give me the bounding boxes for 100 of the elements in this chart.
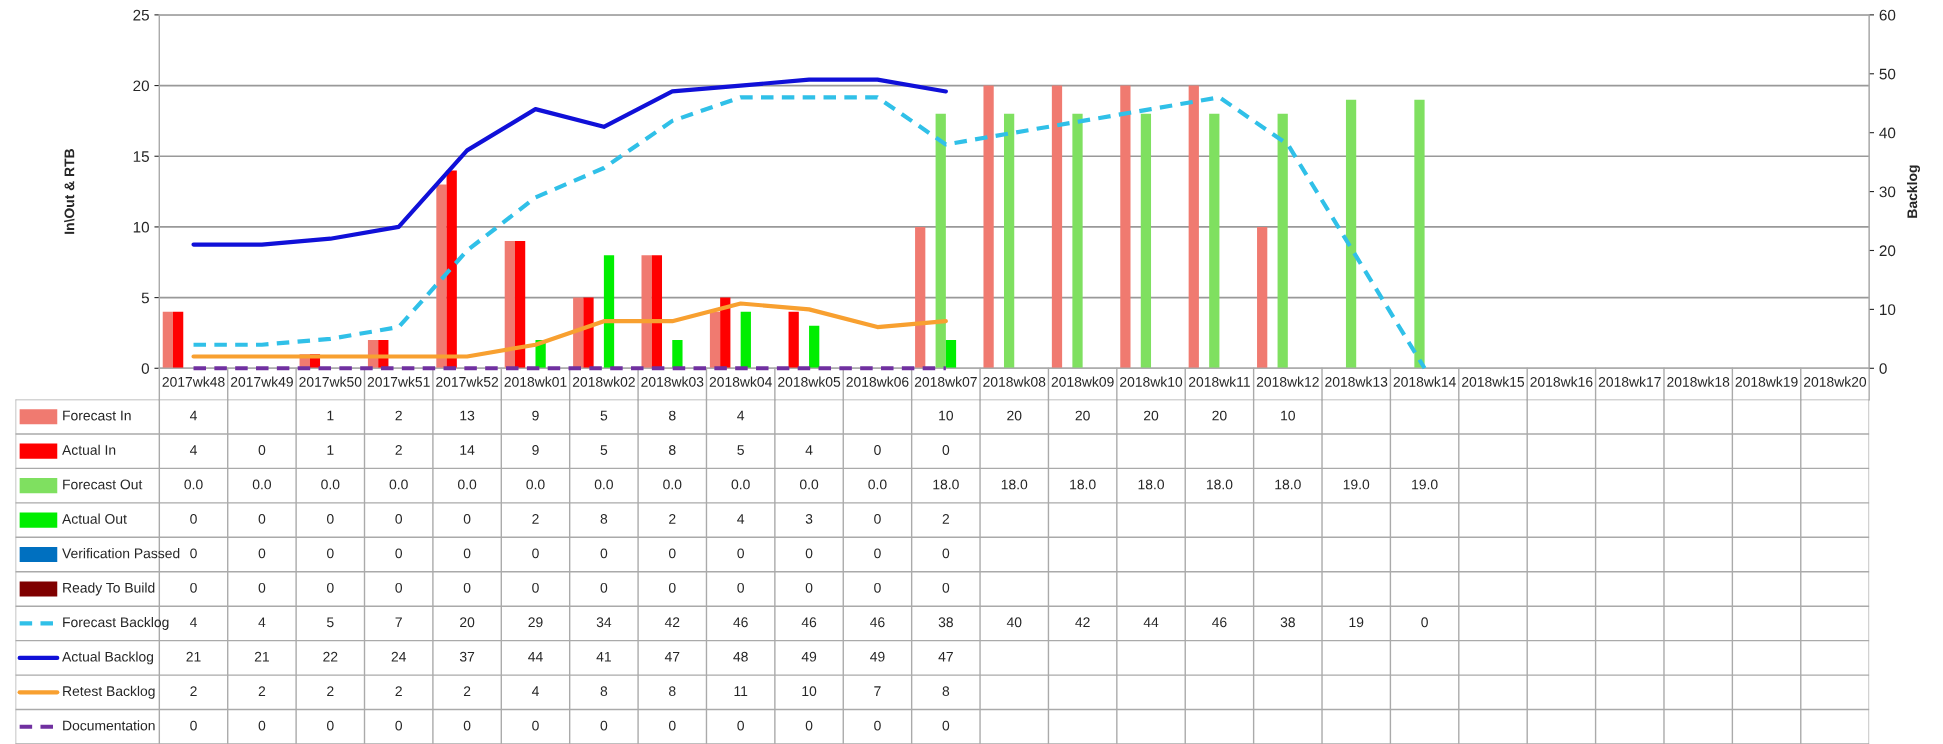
data-label: 0 [190,513,197,524]
x-tick-label: 2018wk12 [1256,376,1319,387]
data-label: 0 [463,582,471,593]
data-label: 0 [668,582,676,593]
bar [935,113,946,369]
data-label: 0 [1421,617,1428,628]
data-label: 34 [596,617,612,628]
data-label: 0.0 [457,479,477,490]
bar [162,311,173,369]
data-label: 46 [1212,617,1227,628]
data-label: 46 [870,617,885,628]
legend-label: Forecast Out [63,479,143,490]
y-tick-label: 5 [141,292,149,304]
legend-label: Forecast In [63,410,131,421]
data-label: 4 [189,445,197,455]
data-label: 47 [938,651,953,662]
data-label: 8 [600,686,608,697]
legend-label: Actual In [62,444,116,455]
data-label: 2 [532,513,539,524]
legend-label: Documentation [63,720,155,731]
data-label: 0 [805,548,813,559]
x-tick-label: 2018wk03 [641,376,704,387]
data-label: 0 [258,513,266,524]
y2-tick-label: 60 [1879,9,1896,21]
y2-tick-label: 40 [1879,127,1896,139]
data-label: 8 [942,686,950,697]
data-label: 4 [189,617,197,628]
bar [1277,113,1288,369]
data-label: 0 [942,548,950,559]
data-label: 0 [463,548,471,559]
data-label: 0 [532,548,539,559]
y2-tick-label: 50 [1879,68,1896,80]
data-label: 14 [460,445,475,455]
data-label: 46 [733,617,748,628]
data-label: 0 [395,513,403,524]
data-label: 0 [737,548,744,559]
data-label: 10 [939,410,954,421]
data-label: 9 [532,410,539,421]
data-label: 20 [460,617,475,628]
data-label: 19.0 [1412,479,1438,490]
x-tick-label: 2018wk15 [1462,376,1525,387]
data-label: 3 [805,513,813,524]
bar [1188,85,1199,369]
bar [514,241,526,369]
line-series [191,301,948,359]
data-label: 18.0 [1206,479,1233,490]
data-label: 11 [734,686,748,696]
x-tick-label: 2018wk10 [1120,376,1183,387]
data-label: 4 [258,617,266,628]
bar [672,340,683,369]
data-label: 0 [942,582,950,593]
bar [1003,113,1015,369]
x-tick-label: 2017wk50 [299,376,362,387]
bar [603,255,615,369]
data-label: 48 [733,651,748,662]
data-label: 47 [664,651,680,662]
data-label: 5 [737,445,744,455]
data-label: 0.0 [731,479,750,490]
data-label: 0 [463,513,471,524]
data-label: 0 [395,720,403,731]
data-label: 10 [1281,410,1295,421]
data-label: 0.0 [663,479,682,490]
bar [915,226,926,369]
x-tick-label: 2018wk04 [709,376,772,387]
data-label: 20 [1144,410,1159,421]
data-label: 0.0 [252,479,272,490]
legend-label: Actual Out [62,513,127,524]
y-tick-label: 25 [133,9,149,21]
y2-axis-title: Backlog [1906,165,1920,218]
data-label: 2 [327,686,334,696]
data-label: 4 [737,410,745,421]
data-label: 38 [938,617,953,628]
data-label: 0 [258,720,266,731]
data-label: 0.0 [868,479,887,490]
line-series [191,95,1427,371]
data-label: 0 [942,445,950,455]
data-label: 4 [189,410,197,421]
data-label: 1 [327,445,334,455]
data-label: 42 [1075,617,1090,628]
bar [740,311,751,369]
legend-label: Forecast Backlog [63,616,169,630]
legend-label: Retest Backlog [63,685,155,699]
x-tick-label: 2018wk19 [1735,376,1798,387]
data-label: 0 [600,548,608,559]
data-label: 0 [532,582,539,593]
data-label: 21 [186,651,201,662]
data-label: 22 [323,651,338,662]
y2-tick-label: 0 [1879,363,1887,374]
data-label: 0.0 [389,479,408,490]
y2-tick-label: 20 [1879,245,1896,257]
data-label: 4 [531,686,539,696]
data-label: 7 [395,617,402,628]
data-label: 18.0 [1275,479,1301,490]
data-label: 8 [669,445,676,455]
data-label: 0 [805,582,813,593]
bar [436,184,447,369]
x-tick-label: 2018wk11 [1188,376,1250,387]
data-label: 7 [874,686,881,696]
data-label: 0 [395,548,403,559]
data-label: 20 [1212,410,1227,421]
